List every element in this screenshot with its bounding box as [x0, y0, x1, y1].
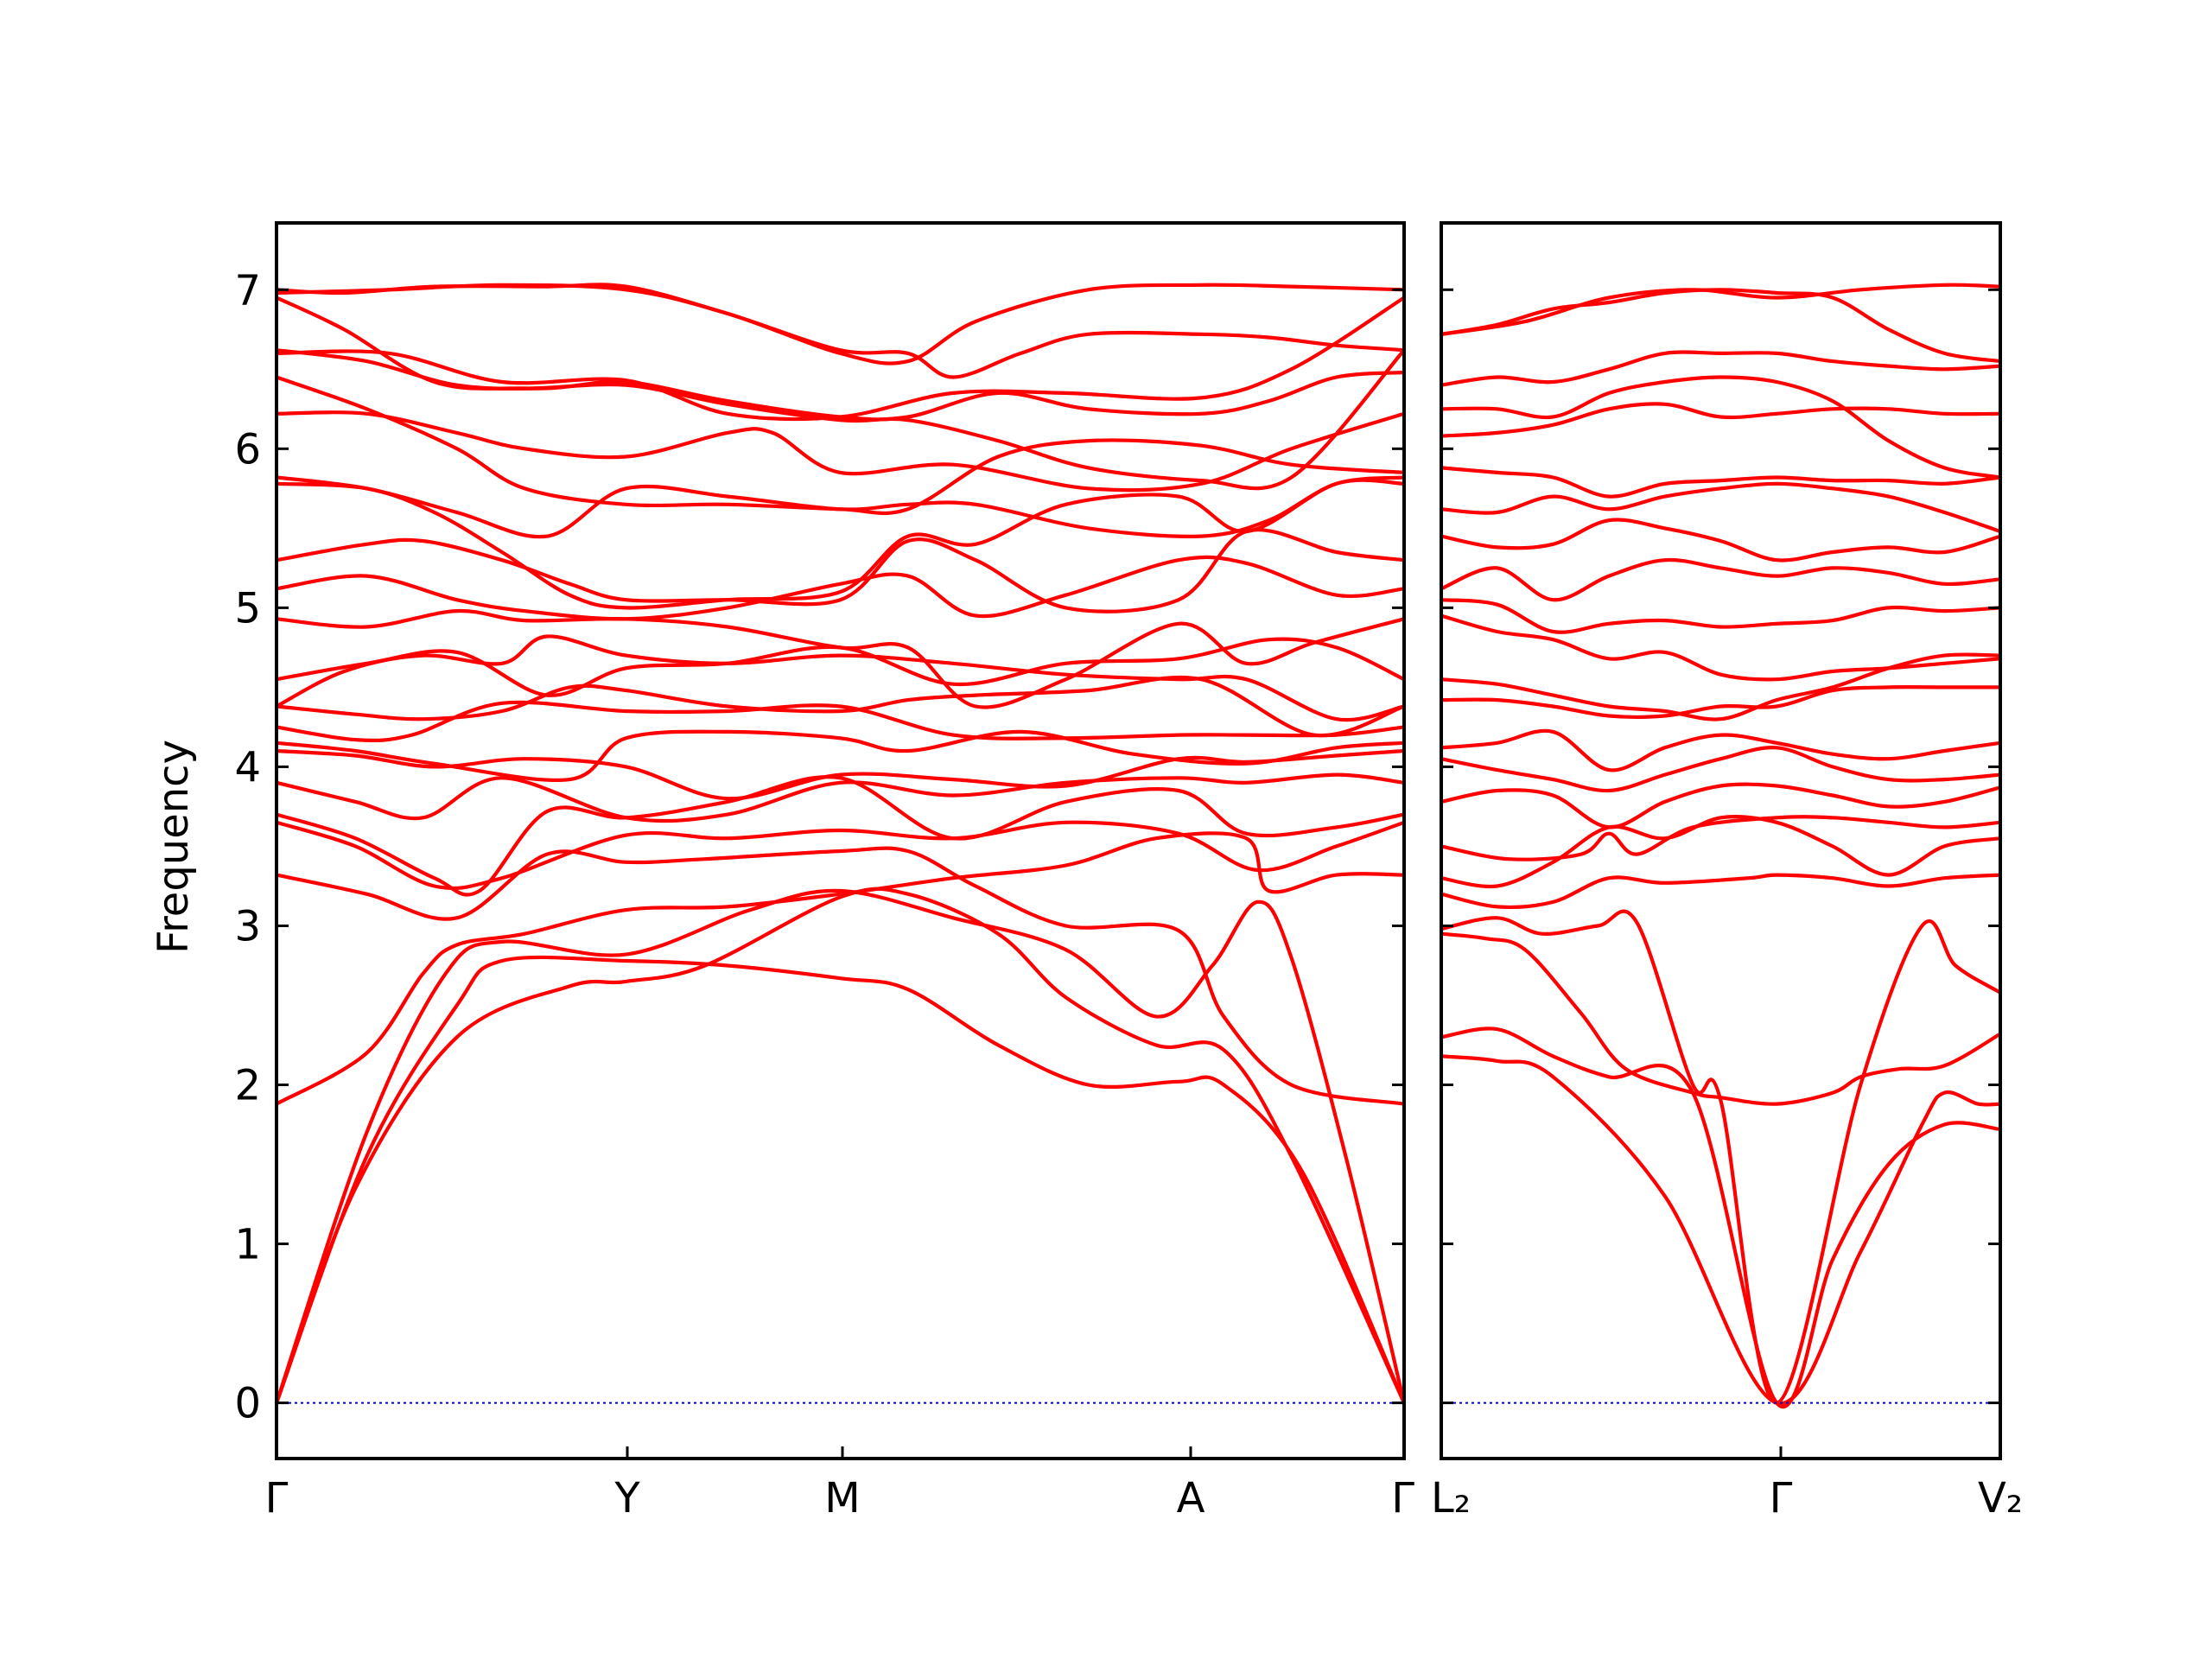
left-band-3 — [274, 888, 1407, 1405]
left-band-11 — [274, 700, 1407, 743]
y-tick-label-2: 2 — [234, 1062, 261, 1110]
right-band-22 — [1439, 288, 2003, 364]
left-band-20 — [274, 410, 1407, 493]
right-x-tick-label-0: L₂ — [1431, 1474, 1471, 1522]
left-band-5 — [274, 846, 1407, 1106]
left-band-21 — [274, 375, 1407, 516]
right-band-17 — [1439, 481, 2003, 534]
left-band-2 — [274, 955, 1407, 1405]
left-axes: 0 1 2 3 4 5 6 7 Γ Y M A Γ — [234, 221, 1414, 1522]
left-x-tick-label-4: Γ — [1391, 1474, 1414, 1522]
left-band-4 — [274, 831, 1407, 1106]
right-panel: L₂ Γ V₂ — [1431, 221, 2023, 1522]
right-x-tick-label-2: V₂ — [1978, 1474, 2023, 1522]
right-band-lines — [1439, 283, 2003, 1408]
left-panel: 0 1 2 3 4 5 6 7 Γ Y M A Γ — [234, 221, 1414, 1522]
right-band-11 — [1439, 685, 2003, 720]
left-band-22 — [274, 348, 1407, 422]
left-band-7 — [274, 775, 1407, 897]
right-band-18 — [1439, 466, 2003, 499]
left-x-tick-label-0: Γ — [265, 1474, 289, 1522]
right-plot-frame — [1440, 221, 2002, 1460]
right-band-16 — [1439, 518, 2003, 563]
y-tick-label-7: 7 — [234, 266, 261, 315]
right-band-21 — [1439, 350, 2003, 387]
left-x-tick-label-2: M — [824, 1474, 860, 1522]
right-band-15 — [1439, 557, 2003, 602]
y-tick-label-3: 3 — [234, 902, 261, 950]
right-band-5 — [1439, 873, 2003, 910]
y-axis-title: Frequency — [149, 740, 198, 954]
y-tick-label-0: 0 — [234, 1380, 261, 1428]
right-band-20 — [1439, 375, 2003, 480]
right-axes: L₂ Γ V₂ — [1431, 221, 2023, 1522]
left-plot-frame — [275, 221, 1406, 1460]
left-band-13 — [274, 634, 1407, 722]
y-tick-label-1: 1 — [234, 1221, 261, 1269]
right-band-14 — [1439, 598, 2003, 634]
right-band-6 — [1439, 815, 2003, 889]
right-band-4 — [1439, 909, 2003, 1405]
left-band-10 — [274, 729, 1407, 783]
right-band-23 — [1439, 283, 2003, 336]
y-tick-label-6: 6 — [234, 425, 261, 474]
left-band-25 — [274, 283, 1407, 365]
right-band-19 — [1439, 402, 2003, 438]
right-band-12 — [1439, 652, 2003, 721]
left-x-tick-label-3: A — [1177, 1474, 1205, 1522]
left-band-23 — [274, 296, 1407, 491]
left-band-lines — [274, 283, 1407, 1405]
y-tick-label-5: 5 — [234, 584, 261, 632]
right-band-8 — [1439, 782, 2003, 830]
right-band-10 — [1439, 728, 2003, 772]
left-x-tick-label-1: Y — [613, 1474, 640, 1522]
left-band-8 — [274, 772, 1407, 823]
left-band-18 — [274, 478, 1407, 610]
right-band-9 — [1439, 746, 2003, 793]
left-band-17 — [274, 528, 1407, 613]
left-band-6 — [274, 820, 1407, 891]
left-band-26 — [274, 296, 1407, 422]
right-band-13 — [1439, 613, 2003, 682]
right-band-7 — [1439, 815, 2003, 861]
left-band-15 — [274, 608, 1407, 709]
y-tick-label-4: 4 — [234, 743, 261, 791]
right-x-tick-label-1: Γ — [1770, 1474, 1793, 1522]
